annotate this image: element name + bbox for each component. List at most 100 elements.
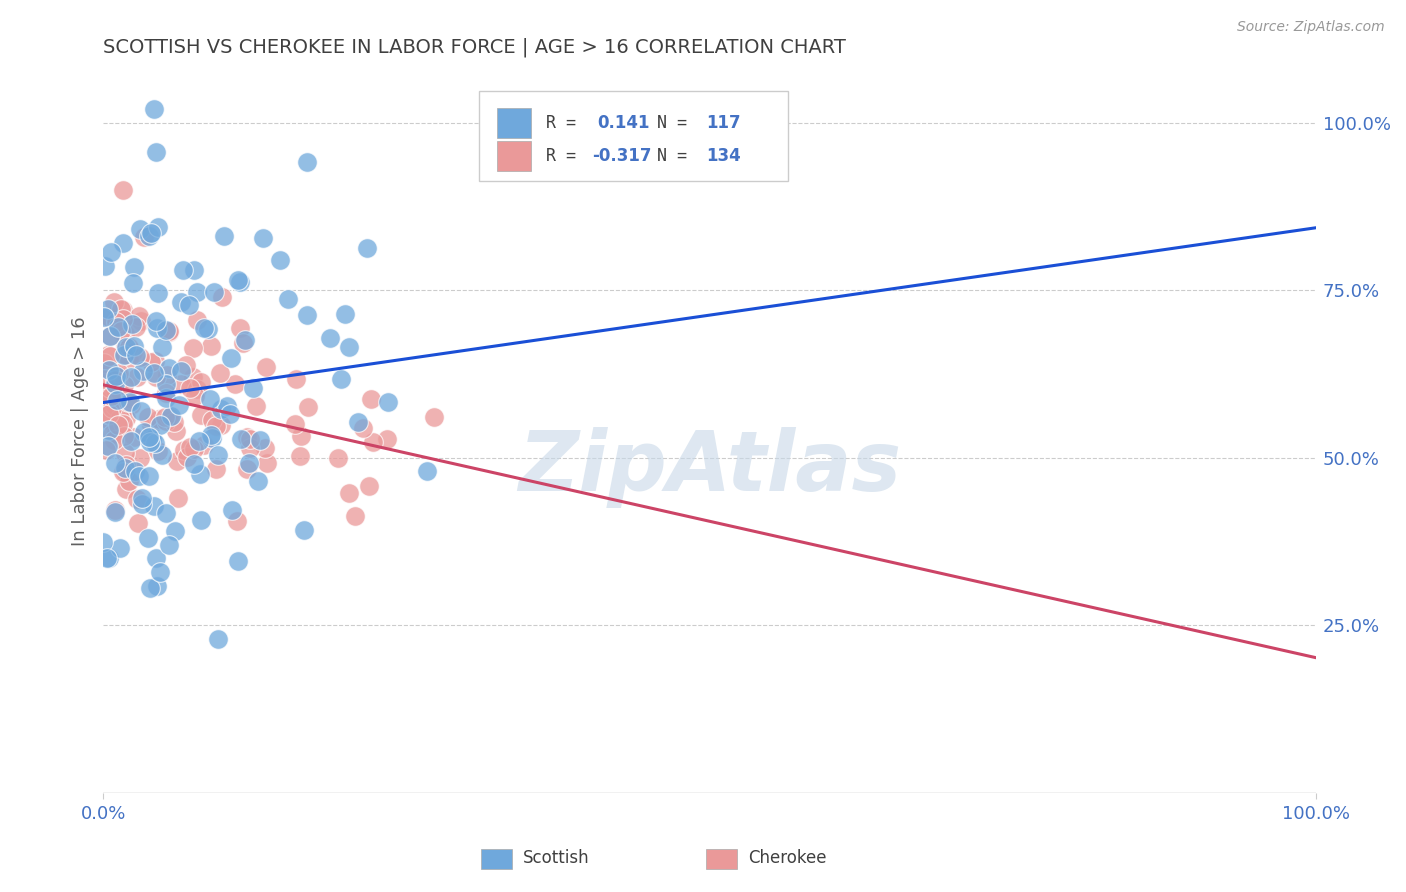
Point	[201, 413, 224, 427]
Point	[138, 581, 160, 595]
Text: Scottish: Scottish	[523, 849, 589, 867]
Point	[138, 228, 160, 243]
Point	[211, 290, 233, 304]
Point	[127, 516, 149, 531]
Point	[219, 351, 242, 366]
Point	[181, 370, 204, 384]
Point	[93, 372, 115, 386]
Point	[97, 384, 120, 398]
Point	[121, 318, 143, 332]
Point	[190, 408, 212, 422]
Point	[112, 429, 135, 443]
Point	[115, 458, 138, 472]
Point	[183, 263, 205, 277]
Point	[105, 315, 128, 329]
Point	[209, 401, 232, 416]
Text: 134: 134	[706, 147, 741, 165]
Point	[98, 329, 121, 343]
Point	[155, 386, 177, 401]
Point	[236, 430, 259, 444]
Point	[103, 433, 125, 447]
Point	[159, 409, 181, 424]
Point	[125, 320, 148, 334]
Point	[177, 298, 200, 312]
Point	[93, 356, 115, 370]
Point	[145, 550, 167, 565]
FancyBboxPatch shape	[479, 91, 789, 181]
Point	[124, 338, 146, 352]
Point	[290, 428, 312, 442]
Point	[139, 355, 162, 369]
Point	[235, 333, 257, 347]
Point	[269, 252, 291, 267]
Point	[129, 350, 152, 364]
Point	[112, 311, 135, 326]
Point	[118, 352, 141, 367]
Point	[254, 441, 277, 455]
Point	[124, 260, 146, 274]
Point	[204, 419, 226, 434]
Point	[97, 407, 120, 421]
Point	[224, 376, 246, 391]
Point	[155, 391, 177, 405]
Point	[209, 418, 232, 433]
Point	[108, 541, 131, 555]
Point	[186, 285, 208, 299]
Point	[193, 438, 215, 452]
Point	[129, 221, 152, 235]
Point	[169, 398, 191, 412]
Point	[155, 322, 177, 336]
Point	[229, 321, 252, 335]
Point	[165, 524, 187, 538]
Point	[128, 309, 150, 323]
Point	[179, 440, 201, 454]
Point	[94, 399, 117, 413]
Point	[98, 423, 121, 437]
Point	[112, 348, 135, 362]
Point	[155, 376, 177, 391]
Point	[97, 439, 120, 453]
Point	[115, 483, 138, 497]
Point	[110, 324, 132, 338]
Point	[242, 381, 264, 395]
Point	[145, 145, 167, 159]
Point	[149, 417, 172, 432]
Point	[114, 326, 136, 341]
Point	[104, 399, 127, 413]
Point	[207, 632, 229, 646]
Point	[165, 424, 187, 438]
Point	[128, 469, 150, 483]
Text: 117: 117	[706, 114, 741, 132]
Point	[129, 314, 152, 328]
Point	[117, 395, 139, 409]
Point	[193, 320, 215, 334]
Point	[107, 368, 129, 383]
Point	[112, 417, 135, 431]
Point	[114, 446, 136, 460]
Point	[110, 302, 132, 317]
Point	[98, 413, 121, 427]
Point	[214, 228, 236, 243]
Point	[254, 359, 277, 374]
Point	[186, 382, 208, 396]
Point	[239, 433, 262, 447]
Point	[225, 514, 247, 528]
Point	[284, 372, 307, 386]
Point	[159, 409, 181, 424]
Point	[149, 565, 172, 579]
Point	[246, 474, 269, 488]
Point	[100, 381, 122, 395]
Point	[122, 345, 145, 359]
Point	[155, 413, 177, 427]
Point	[148, 286, 170, 301]
Point	[146, 320, 169, 334]
Point	[207, 448, 229, 462]
Point	[183, 457, 205, 471]
Point	[172, 263, 194, 277]
Point	[157, 325, 180, 339]
Point	[97, 550, 120, 565]
Point	[186, 313, 208, 327]
Point	[101, 426, 124, 441]
Point	[145, 314, 167, 328]
Point	[184, 389, 207, 403]
